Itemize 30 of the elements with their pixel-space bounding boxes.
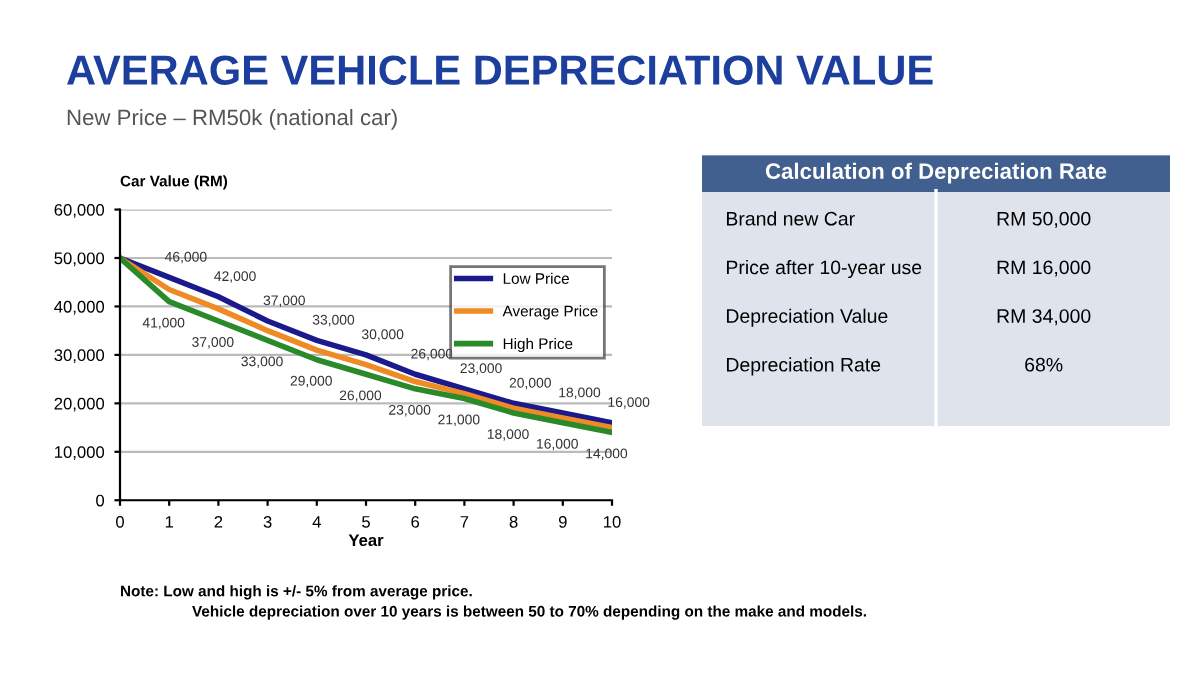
text: Price after 10-year use — [727, 259, 922, 279]
x-tick-label: 9 — [558, 515, 567, 528]
text: RM 50,000 — [997, 211, 1091, 228]
y-tick-label: 40,000 — [54, 300, 105, 315]
x-tick-label: 3 — [263, 515, 272, 528]
x-tick-label: 1 — [165, 516, 174, 528]
x-axis-title: Year — [348, 534, 384, 547]
x-tick-label: 10 — [604, 515, 621, 528]
x-tick-label: 5 — [362, 516, 370, 528]
y-tick-label: 50,000 — [54, 252, 105, 267]
x-tick-label: 6 — [411, 515, 420, 528]
text: Depreciation Rate — [727, 357, 881, 376]
x-tick-label: 4 — [312, 516, 321, 528]
x-tick-label: 2 — [214, 515, 223, 528]
text: Brand new Car — [727, 211, 855, 226]
text: RM 34,000 — [997, 309, 1091, 326]
y-tick-label: 0 — [96, 494, 105, 507]
x-tick-label: 0 — [116, 515, 124, 528]
y-tick-label: 30,000 — [54, 349, 105, 364]
x-tick-label: 8 — [509, 515, 518, 528]
text: Calculation of Depreciation Rate — [765, 162, 1107, 184]
y-tick-label: 20,000 — [54, 397, 105, 412]
text: 68% — [1025, 357, 1063, 372]
text: Depreciation Value — [727, 308, 888, 327]
text: RM 16,000 — [997, 260, 1091, 277]
chart-title: AVERAGE VEHICLE DEPRECIATION VALUE — [67, 55, 933, 85]
y-tick-label: 10,000 — [55, 446, 105, 460]
y-tick-label: 60,000 — [54, 203, 105, 218]
chart-subtitle: New Price – RM50k (national car) — [67, 108, 397, 130]
x-tick-label: 7 — [460, 516, 469, 528]
